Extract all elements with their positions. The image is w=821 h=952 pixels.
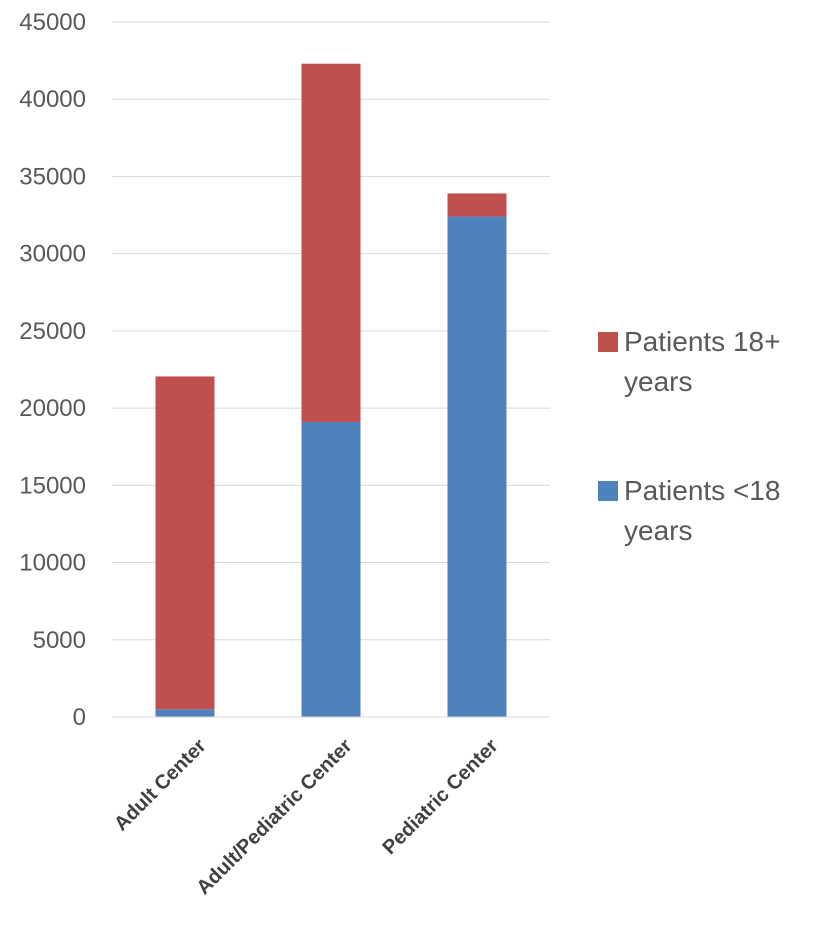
y-tick-label: 40000 [19, 86, 86, 113]
legend-item-children: Patients <18 years [598, 471, 821, 551]
x-tick-label: Adult Center [110, 735, 211, 836]
y-tick-label: 10000 [19, 550, 86, 577]
bar-segment-under-18 [301, 422, 361, 717]
y-tick-label: 30000 [19, 241, 86, 268]
y-tick-label: 25000 [19, 318, 86, 345]
x-tick-label: Adult/Pediatric Center [192, 735, 356, 899]
y-tick-label: 0 [73, 704, 86, 731]
y-tick-label: 35000 [19, 163, 86, 190]
legend-item-adults: Patients 18+ years [598, 322, 821, 402]
bar-segment-under-18 [447, 216, 507, 717]
x-tick-label: Pediatric Center [379, 735, 503, 859]
y-tick-label: 5000 [33, 627, 86, 654]
y-tick-label: 45000 [19, 9, 86, 36]
legend-swatch-children [598, 481, 618, 501]
legend-swatch-adults [598, 332, 618, 352]
bar-segment-18-plus [301, 63, 361, 423]
bar-segment-18-plus [447, 193, 507, 217]
bar-segment-under-18 [155, 709, 215, 717]
legend-label-children: Patients <18 years [624, 475, 781, 546]
y-tick-label: 20000 [19, 395, 86, 422]
legend-label-adults: Patients 18+ years [624, 326, 781, 397]
y-tick-label: 15000 [19, 472, 86, 499]
bar-segment-18-plus [155, 376, 215, 710]
